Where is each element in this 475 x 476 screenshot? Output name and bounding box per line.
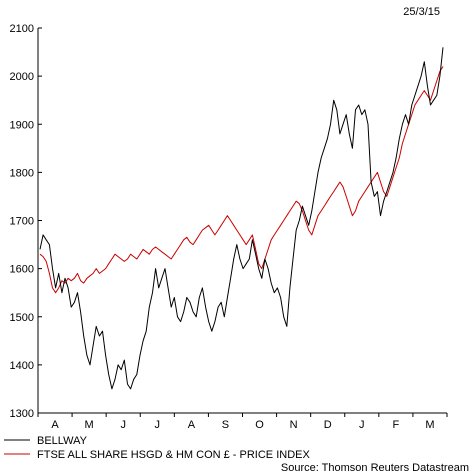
series-line-bellway (39, 47, 444, 390)
y-tick-label: 2100 (10, 23, 34, 35)
x-tick-label: M (425, 419, 434, 431)
y-tick-label: 2000 (10, 71, 34, 83)
x-tick-label: J (359, 419, 365, 431)
x-tick-label: O (255, 419, 264, 431)
x-tick-label: J (155, 419, 161, 431)
x-tick-label: F (393, 419, 400, 431)
x-tick-label: D (324, 419, 332, 431)
y-tick-label: 1500 (10, 312, 34, 324)
x-tick-label: A (51, 419, 59, 431)
x-tick-label: A (188, 419, 196, 431)
y-tick-label: 1700 (10, 216, 34, 228)
chart-date-label: 25/3/15 (403, 6, 440, 18)
y-tick-label: 1600 (10, 264, 34, 276)
y-tick-label: 1400 (10, 360, 34, 372)
x-tick-label: M (85, 419, 94, 431)
series-line-ftse (39, 66, 444, 294)
legend-label-bellway: BELLWAY (37, 435, 88, 447)
x-tick-label: J (120, 419, 126, 431)
x-tick-label: S (222, 419, 229, 431)
y-tick-label: 1900 (10, 119, 34, 131)
legend: BELLWAY FTSE ALL SHARE HSGD & HM CON £ -… (4, 435, 310, 461)
plot-area (39, 47, 444, 390)
y-tick-label: 1800 (10, 167, 34, 179)
x-tick-label: N (290, 419, 298, 431)
source-label: Source: Thomson Reuters Datastream (281, 462, 469, 474)
legend-label-ftse: FTSE ALL SHARE HSGD & HM CON £ - PRICE I… (37, 449, 310, 461)
y-tick-label: 1300 (10, 408, 34, 420)
y-axis: 1300 1400 1500 1600 1700 1800 1900 2000 2100 (10, 23, 42, 420)
